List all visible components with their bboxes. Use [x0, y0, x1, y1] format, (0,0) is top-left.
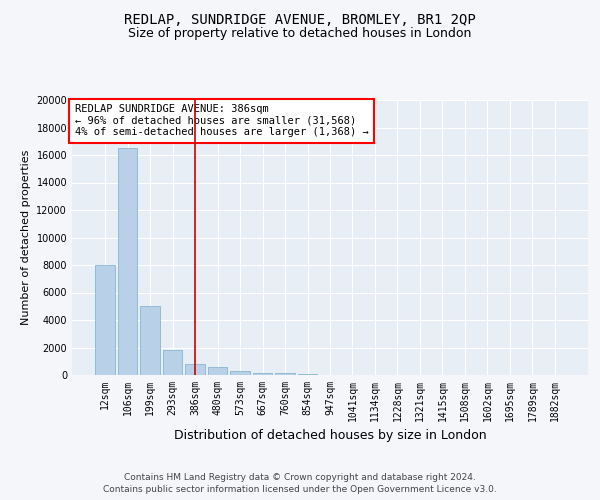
- Bar: [208, 367, 227, 375]
- X-axis label: Distribution of detached houses by size in London: Distribution of detached houses by size …: [173, 430, 487, 442]
- Bar: [140, 306, 160, 375]
- Bar: [230, 371, 250, 375]
- Text: Contains public sector information licensed under the Open Government Licence v3: Contains public sector information licen…: [103, 485, 497, 494]
- Y-axis label: Number of detached properties: Number of detached properties: [21, 150, 31, 325]
- Bar: [118, 148, 137, 375]
- Bar: [185, 364, 205, 375]
- Text: Size of property relative to detached houses in London: Size of property relative to detached ho…: [128, 28, 472, 40]
- Text: Contains HM Land Registry data © Crown copyright and database right 2024.: Contains HM Land Registry data © Crown c…: [124, 472, 476, 482]
- Text: REDLAP SUNDRIDGE AVENUE: 386sqm
← 96% of detached houses are smaller (31,568)
4%: REDLAP SUNDRIDGE AVENUE: 386sqm ← 96% of…: [74, 104, 368, 138]
- Bar: [163, 350, 182, 375]
- Text: REDLAP, SUNDRIDGE AVENUE, BROMLEY, BR1 2QP: REDLAP, SUNDRIDGE AVENUE, BROMLEY, BR1 2…: [124, 12, 476, 26]
- Bar: [95, 265, 115, 375]
- Bar: [275, 373, 295, 375]
- Bar: [298, 374, 317, 375]
- Bar: [253, 372, 272, 375]
